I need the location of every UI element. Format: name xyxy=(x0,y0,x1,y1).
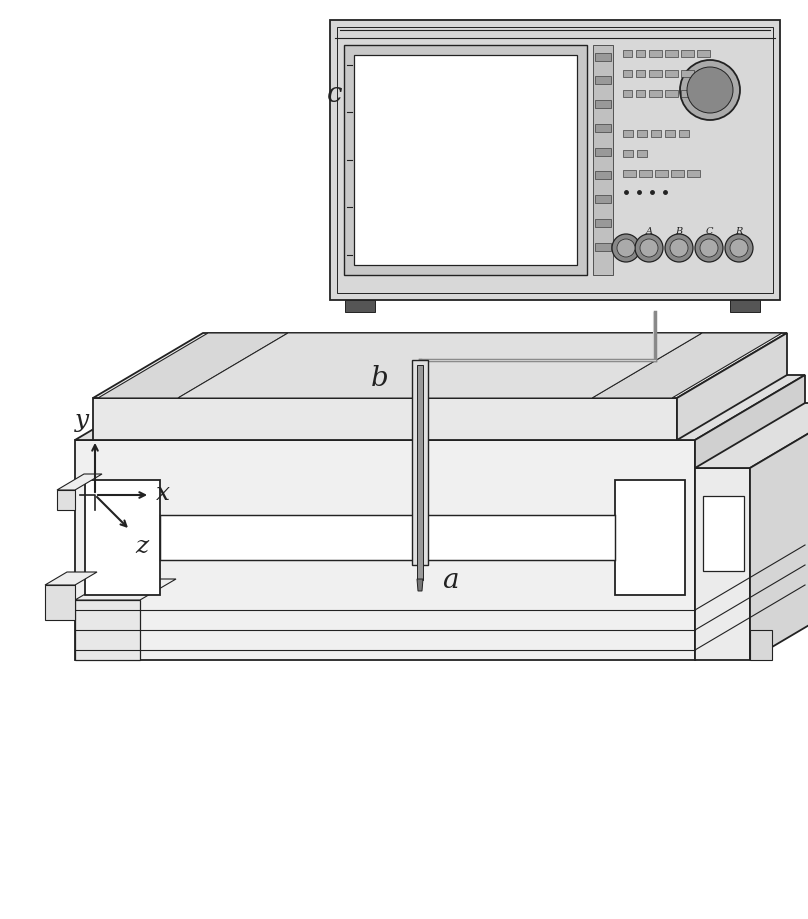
Polygon shape xyxy=(703,496,744,571)
Polygon shape xyxy=(655,170,668,177)
Polygon shape xyxy=(593,45,613,275)
Polygon shape xyxy=(636,90,645,97)
Polygon shape xyxy=(345,300,375,312)
Polygon shape xyxy=(160,515,615,560)
Polygon shape xyxy=(636,70,645,77)
Polygon shape xyxy=(665,90,678,97)
Circle shape xyxy=(635,234,663,262)
Polygon shape xyxy=(679,130,689,137)
Polygon shape xyxy=(677,333,787,440)
Polygon shape xyxy=(623,90,632,97)
Polygon shape xyxy=(649,70,662,77)
Text: C: C xyxy=(705,228,713,236)
Polygon shape xyxy=(639,170,652,177)
Polygon shape xyxy=(695,403,808,468)
Circle shape xyxy=(700,239,718,257)
Polygon shape xyxy=(354,55,577,265)
Polygon shape xyxy=(681,70,694,77)
Polygon shape xyxy=(665,130,675,137)
Text: a: a xyxy=(442,566,458,594)
Polygon shape xyxy=(623,170,636,177)
Polygon shape xyxy=(637,150,647,157)
Circle shape xyxy=(617,239,635,257)
Polygon shape xyxy=(623,50,632,57)
Polygon shape xyxy=(750,403,808,660)
Circle shape xyxy=(687,67,733,113)
Text: c: c xyxy=(327,82,343,108)
Circle shape xyxy=(665,234,693,262)
Text: A: A xyxy=(646,228,653,236)
Polygon shape xyxy=(695,375,805,660)
Polygon shape xyxy=(85,480,160,595)
Polygon shape xyxy=(623,130,633,137)
Polygon shape xyxy=(595,195,611,203)
Circle shape xyxy=(640,239,658,257)
Text: B: B xyxy=(675,228,683,236)
Polygon shape xyxy=(93,333,787,398)
Circle shape xyxy=(670,239,688,257)
Polygon shape xyxy=(57,490,75,510)
Polygon shape xyxy=(750,630,772,660)
Polygon shape xyxy=(649,50,662,57)
Polygon shape xyxy=(681,50,694,57)
Polygon shape xyxy=(687,170,700,177)
Polygon shape xyxy=(595,148,611,156)
Text: z: z xyxy=(135,535,148,558)
Polygon shape xyxy=(697,50,710,57)
Polygon shape xyxy=(344,45,587,275)
Polygon shape xyxy=(417,365,423,580)
Circle shape xyxy=(612,234,640,262)
Polygon shape xyxy=(697,70,710,77)
Polygon shape xyxy=(98,333,288,398)
Polygon shape xyxy=(623,70,632,77)
Polygon shape xyxy=(595,171,611,179)
Polygon shape xyxy=(697,90,710,97)
Text: x: x xyxy=(156,482,170,505)
Polygon shape xyxy=(651,130,661,137)
Circle shape xyxy=(695,234,723,262)
Polygon shape xyxy=(730,300,760,312)
Polygon shape xyxy=(649,90,662,97)
Circle shape xyxy=(680,60,740,120)
Polygon shape xyxy=(592,333,782,398)
Polygon shape xyxy=(595,219,611,227)
Polygon shape xyxy=(45,585,75,620)
Polygon shape xyxy=(665,50,678,57)
Text: y: y xyxy=(75,409,89,432)
Text: b: b xyxy=(371,365,389,391)
Polygon shape xyxy=(595,124,611,132)
Polygon shape xyxy=(57,474,102,490)
Polygon shape xyxy=(595,53,611,61)
Polygon shape xyxy=(75,579,176,600)
Polygon shape xyxy=(330,20,780,300)
Polygon shape xyxy=(75,375,805,440)
Polygon shape xyxy=(671,170,684,177)
Polygon shape xyxy=(417,579,423,591)
Polygon shape xyxy=(637,130,647,137)
Polygon shape xyxy=(636,50,645,57)
Polygon shape xyxy=(93,398,677,440)
Polygon shape xyxy=(695,468,750,660)
Text: R: R xyxy=(735,228,743,236)
Polygon shape xyxy=(623,150,633,157)
Polygon shape xyxy=(595,243,611,251)
Polygon shape xyxy=(615,480,685,595)
Polygon shape xyxy=(45,572,97,585)
Circle shape xyxy=(725,234,753,262)
Polygon shape xyxy=(75,440,695,660)
Polygon shape xyxy=(665,70,678,77)
Polygon shape xyxy=(178,333,702,398)
Polygon shape xyxy=(75,600,140,660)
Polygon shape xyxy=(412,360,428,565)
Circle shape xyxy=(730,239,748,257)
Polygon shape xyxy=(595,76,611,84)
Polygon shape xyxy=(595,100,611,108)
Polygon shape xyxy=(681,90,694,97)
